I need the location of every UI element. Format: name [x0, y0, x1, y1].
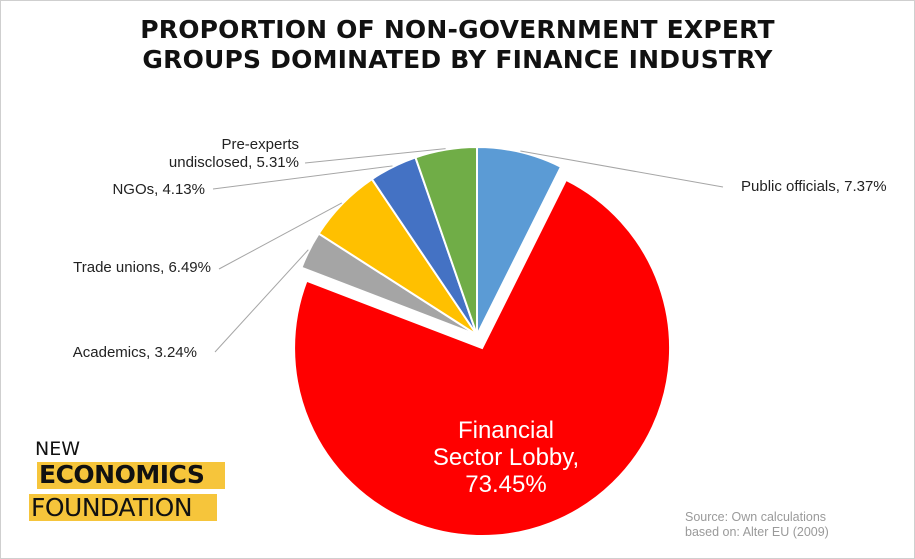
leader-line-academics — [214, 249, 309, 353]
logo-highlight-foundation — [29, 494, 217, 521]
data-label-pre-experts-undisclosed: Pre-experts undisclosed, 5.31% — [169, 136, 299, 171]
source-line-1: Source: Own calculations — [685, 510, 827, 524]
source-note: Source: Own calculations based on: Alter… — [685, 510, 829, 540]
logo-text-economics: ECONOMICS — [39, 460, 205, 489]
data-label-financial-sector-lobby: Financial Sector Lobby, 73.45% — [433, 417, 579, 498]
logo-text-new: NEW — [35, 438, 81, 460]
leader-line-pre-experts-undisclosed — [304, 148, 446, 164]
logo-text-foundation: FOUNDATION — [31, 493, 193, 522]
nef-logo: NEW ECONOMICS FOUNDATION — [29, 438, 229, 528]
leader-line-ngos — [212, 165, 393, 190]
chart-title: PROPORTION OF NON-GOVERNMENT EXPERT GROU… — [1, 15, 914, 75]
pie-slice-financial-sector-lobby — [293, 178, 672, 538]
chart-title-line-2: GROUPS DOMINATED BY FINANCE INDUSTRY — [142, 45, 773, 74]
data-label-academics: Academics, 3.24% — [73, 344, 197, 361]
leader-line-public-officials — [520, 150, 724, 188]
pie-slice-pre-experts-undisclosed — [414, 145, 478, 336]
leader-line-trade-unions — [218, 202, 343, 270]
data-label-public-officials: Public officials, 7.37% — [741, 178, 887, 195]
data-label-trade-unions: Trade unions, 6.49% — [73, 259, 211, 276]
source-line-2: based on: Alter EU (2009) — [685, 525, 829, 539]
data-label-ngos: NGOs, 4.13% — [112, 181, 205, 198]
chart-title-line-1: PROPORTION OF NON-GOVERNMENT EXPERT — [140, 15, 775, 44]
logo-highlight-economics — [37, 462, 225, 489]
